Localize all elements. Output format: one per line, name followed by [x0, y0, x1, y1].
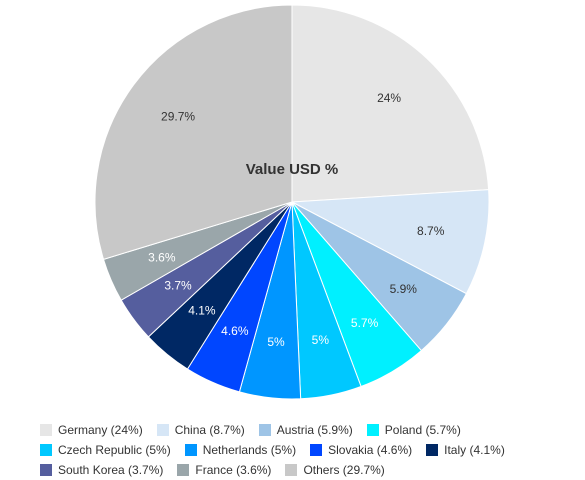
legend-label: Slovakia (4.6%) [328, 443, 413, 457]
legend-swatch [426, 444, 439, 456]
legend-row: South Korea (3.7%) France (3.6%) Others (2… [40, 460, 560, 480]
legend-swatch [366, 424, 379, 436]
legend-swatch [177, 464, 190, 476]
slice-label-czech-republic: 5% [312, 333, 330, 347]
legend-label: Czech Republic (5%) [58, 443, 171, 457]
legend-label: Netherlands (5%) [202, 443, 297, 457]
slice-label-china: 8.7% [417, 224, 445, 238]
legend-item-china: China (8.7%) [156, 423, 245, 437]
pie-slice-germany [291, 4, 490, 203]
legend-row: Czech Republic (5%) Netherlands (5%) Slova… [40, 440, 560, 460]
legend-label: China (8.7%) [174, 423, 245, 437]
legend-item-germany: Germany (24%) [40, 423, 143, 437]
pie-labels: 24% 8.7% 5.9% 5.7% 5% 5% 4.6% 4.1% 3.7% 3.6% 29.7% [148, 91, 445, 349]
legend-label: France (3.6%) [195, 463, 272, 477]
legend-swatch [40, 444, 52, 456]
slice-label-netherlands: 5% [267, 335, 285, 349]
pie-slice-china [290, 189, 490, 295]
legend-label: Others (29.7%) [303, 463, 385, 477]
slice-label-poland: 5.7% [351, 316, 379, 330]
legend-item-austria: Austria (5.9%) [258, 423, 353, 437]
legend-item-italy: Italy (4.1%) [426, 443, 505, 457]
legend-item-poland: Poland (5.7%) [366, 423, 461, 437]
slice-label-italy: 4.1% [188, 304, 216, 318]
legend-swatch [285, 464, 298, 476]
legend-item-czech-republic: Czech Republic (5%) [40, 443, 171, 457]
legend-swatch [258, 424, 271, 436]
chart-title: Value USD % [246, 161, 339, 178]
legend-label: Germany (24%) [58, 423, 143, 437]
legend-swatch [184, 444, 197, 456]
legend-swatch [40, 424, 52, 436]
legend-item-france: France (3.6%) [177, 463, 271, 477]
legend-swatch [156, 424, 169, 436]
legend-item-slovakia: Slovakia (4.6%) [310, 443, 412, 457]
legend-label: Poland (5.7%) [384, 423, 461, 437]
legend-item-others: Others (29.7%) [285, 463, 385, 477]
pie-slice-others [94, 4, 293, 260]
slice-label-france: 3.6% [148, 251, 176, 265]
legend-item-south-korea: South Korea (3.7%) [40, 463, 163, 477]
slice-label-austria: 5.9% [390, 282, 418, 296]
pie-slices [94, 4, 490, 400]
slice-label-others: 29.7% [161, 110, 195, 124]
legend-label: Italy (4.1%) [444, 443, 505, 457]
chart-legend: Germany (24%) China (8.7%) Austria (5.9%) P… [40, 420, 560, 480]
legend-label: Austria (5.9%) [276, 423, 353, 437]
slice-label-germany: 24% [377, 91, 401, 105]
legend-label: South Korea (3.7%) [58, 463, 164, 477]
legend-row: Germany (24%) China (8.7%) Austria (5.9%) P… [40, 420, 560, 440]
legend-swatch [40, 464, 52, 476]
legend-item-netherlands: Netherlands (5%) [184, 443, 297, 457]
legend-swatch [310, 444, 323, 456]
slice-label-south-korea: 3.7% [164, 279, 192, 293]
slice-label-slovakia: 4.6% [221, 324, 249, 338]
